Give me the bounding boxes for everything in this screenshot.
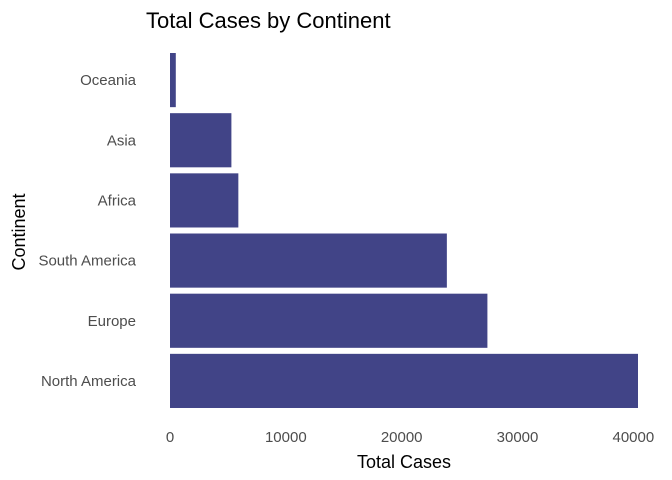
bar-europe: [170, 293, 488, 348]
y-tick-label: Asia: [107, 132, 137, 149]
bar-north-america: [170, 353, 638, 408]
chart-title: Total Cases by Continent: [146, 8, 391, 33]
x-tick-label: 40000: [613, 429, 655, 446]
x-axis-title: Total Cases: [357, 452, 451, 472]
bars-group: [170, 53, 638, 408]
y-tick-labels: North America Europe South America Africa As…: [38, 72, 136, 390]
y-tick-label: South America: [38, 253, 136, 270]
y-axis-title: Continent: [9, 193, 29, 270]
x-tick-label: 10000: [265, 429, 307, 446]
x-tick-label: 20000: [381, 429, 423, 446]
bar-asia: [170, 113, 232, 168]
x-tick-label: 0: [166, 429, 174, 446]
y-tick-label: Europe: [88, 313, 136, 330]
bar-south-america: [170, 233, 447, 288]
y-tick-label: Africa: [98, 192, 137, 209]
y-tick-label: North America: [41, 373, 137, 390]
x-tick-labels: 0 10000 20000 30000 40000: [166, 429, 654, 446]
x-tick-label: 30000: [497, 429, 539, 446]
bar-africa: [170, 173, 239, 228]
y-tick-label: Oceania: [80, 72, 137, 89]
bar-oceania: [170, 53, 176, 108]
